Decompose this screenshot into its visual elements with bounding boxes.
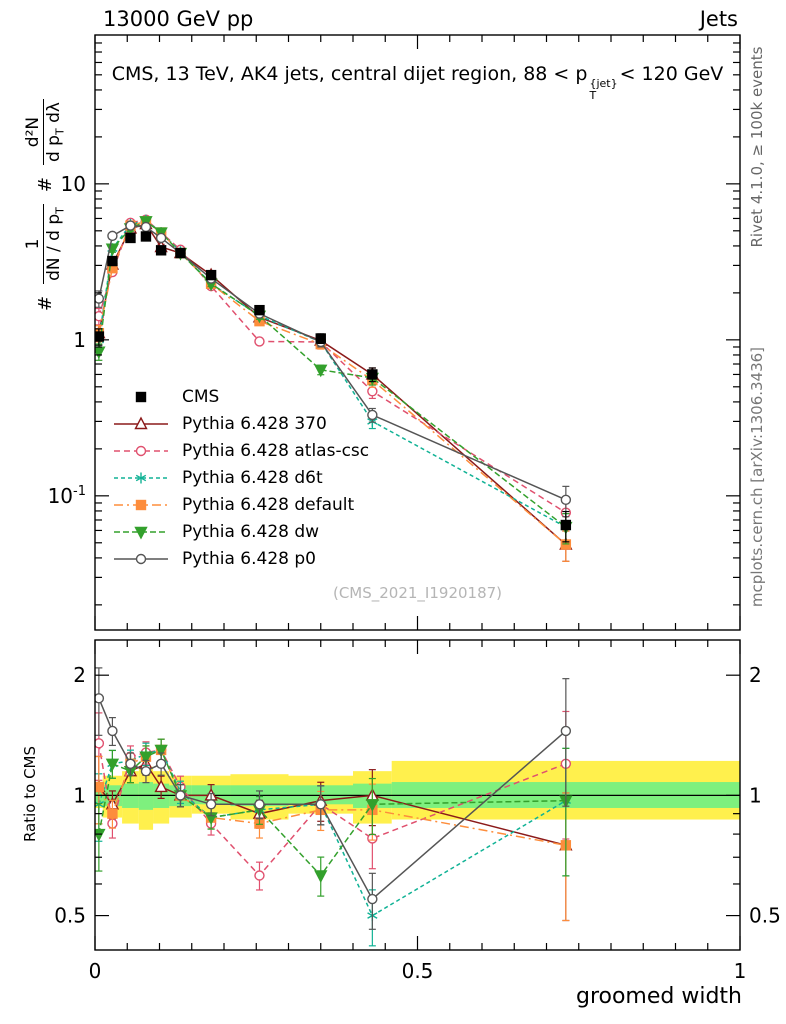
plot-title-text: CMS, 13 TeV, AK4 jets, central dijet reg… bbox=[111, 63, 588, 85]
legend-item: CMS bbox=[112, 383, 369, 410]
svg-text:0.5: 0.5 bbox=[402, 959, 434, 983]
svg-text:0: 0 bbox=[89, 959, 102, 983]
main-series bbox=[95, 214, 573, 562]
square-marker-icon bbox=[112, 388, 170, 406]
svg-text:1: 1 bbox=[749, 783, 762, 807]
legend-item: Pythia 6.428 dw bbox=[112, 518, 369, 545]
plot-title: CMS, 13 TeV, AK4 jets, central dijet reg… bbox=[95, 63, 740, 101]
circle-marker-icon bbox=[112, 550, 170, 568]
fraction-1-denominator: dN / d pT bbox=[44, 204, 67, 284]
legend-item: Pythia 6.428 atlas-csc bbox=[112, 437, 369, 464]
square-marker-icon bbox=[112, 496, 170, 514]
legend-item: Pythia 6.428 d6t bbox=[112, 464, 369, 491]
process-label: Jets bbox=[699, 7, 738, 31]
svg-text:1: 1 bbox=[73, 783, 86, 807]
rivet-version-caption: Rivet 4.1.0, ≥ 100k events bbox=[748, 46, 766, 248]
legend-label: Pythia 6.428 default bbox=[182, 494, 355, 515]
frac2-den-sub: T bbox=[53, 128, 67, 136]
frac1-den-text: dN / d p bbox=[44, 213, 65, 281]
svg-text:1: 1 bbox=[734, 959, 747, 983]
svg-text:0.5: 0.5 bbox=[54, 904, 86, 928]
pt-subscript: T bbox=[589, 88, 597, 102]
x-axis-label: groomed width bbox=[575, 984, 742, 1009]
legend-label: Pythia 6.428 d6t bbox=[182, 467, 323, 488]
main-y-axis-label: # 1 dN / d pT # d²N d pT dλ bbox=[12, 35, 78, 375]
svg-text:2: 2 bbox=[749, 663, 762, 687]
asterisk-marker-icon bbox=[112, 469, 170, 487]
plot-title-suffix: < 120 GeV bbox=[619, 63, 724, 85]
beam-energy-label: 13000 GeV pp bbox=[103, 7, 254, 31]
fraction-2-numerator: d²N bbox=[23, 99, 45, 166]
svg-text:0.5: 0.5 bbox=[749, 904, 781, 928]
latex-hash-1: # bbox=[34, 295, 56, 311]
fraction-1-numerator: 1 bbox=[23, 204, 45, 284]
triangle-down-marker-icon bbox=[112, 523, 170, 541]
svg-text:10: 10 bbox=[61, 172, 86, 196]
svg-text:2: 2 bbox=[73, 663, 86, 687]
latex-hash-2: # bbox=[34, 177, 56, 193]
legend-label: Pythia 6.428 dw bbox=[182, 521, 320, 542]
legend-label: CMS bbox=[182, 386, 220, 407]
legend-label: Pythia 6.428 370 bbox=[182, 413, 327, 434]
analysis-id-watermark: (CMS_2021_I1920187) bbox=[332, 584, 503, 602]
legend-item: Pythia 6.428 p0 bbox=[112, 545, 369, 572]
frac2-den-tail: dλ bbox=[44, 102, 65, 129]
svg-text:10-1: 10-1 bbox=[48, 484, 86, 508]
fraction-2: d²N d pT dλ bbox=[23, 99, 67, 166]
fraction-1: 1 dN / d pT bbox=[23, 204, 67, 284]
svg-text:1: 1 bbox=[73, 328, 86, 352]
frac2-den-text: d p bbox=[44, 135, 65, 163]
legend-label: Pythia 6.428 p0 bbox=[182, 548, 316, 569]
legend-item: Pythia 6.428 default bbox=[112, 491, 369, 518]
circle-marker-icon bbox=[112, 442, 170, 460]
pt-jet-script: {jet} T bbox=[589, 78, 617, 101]
pt-superscript: {jet} bbox=[589, 77, 618, 90]
legend: CMS Pythia 6.428 370 Pythia 6.428 atlas-cs… bbox=[112, 383, 369, 572]
frac1-den-sub: T bbox=[53, 207, 67, 214]
fraction-2-denominator: d pT dλ bbox=[44, 99, 67, 165]
triangle-up-marker-icon bbox=[112, 415, 170, 433]
ratio-y-axis-label: Ratio to CMS bbox=[21, 745, 39, 843]
mcplots-reference-caption: mcplots.cern.ch [arXiv:1306.3436] bbox=[748, 346, 766, 608]
legend-item: Pythia 6.428 370 bbox=[112, 410, 369, 437]
legend-label: Pythia 6.428 atlas-csc bbox=[182, 440, 370, 461]
